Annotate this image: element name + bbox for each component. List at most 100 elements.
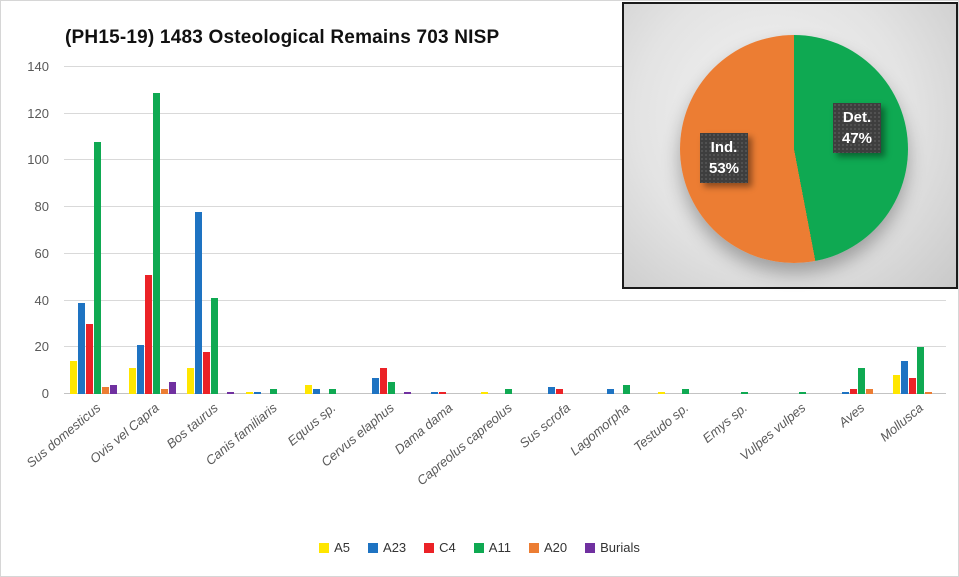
bar-A23-14 xyxy=(901,361,909,394)
y-tick-40: 40 xyxy=(34,292,49,308)
y-tick-20: 20 xyxy=(34,339,49,355)
bar-A11-1 xyxy=(152,93,160,394)
legend-marker-A11 xyxy=(473,542,484,553)
bar-A11-3 xyxy=(270,389,278,394)
gridline-0 xyxy=(64,393,946,394)
bar-A23-13 xyxy=(842,392,850,394)
x-label-14: Mollusca xyxy=(877,400,927,445)
bar-C4-5 xyxy=(379,368,387,394)
legend: A5 A23 C4 A11 A20 Burials xyxy=(1,540,958,555)
bar-A11-11 xyxy=(740,392,748,394)
x-label-11: Emys sp. xyxy=(699,400,750,446)
pie-label-ind-pct: 53% xyxy=(709,160,740,177)
bar-C4-2 xyxy=(203,352,211,394)
bar-group-3 xyxy=(240,67,299,394)
bar-A5-10 xyxy=(657,392,665,394)
gridline-140 xyxy=(64,66,946,67)
legend-label-A11: A11 xyxy=(488,540,511,555)
bar-A23-1 xyxy=(136,345,144,394)
x-label-2: Bos taurus xyxy=(163,400,221,452)
y-tick-0: 0 xyxy=(41,386,49,401)
bar-A23-9 xyxy=(607,389,615,394)
bar-Burials-5 xyxy=(403,392,411,394)
bar-A23-5 xyxy=(371,378,379,394)
y-tick-80: 80 xyxy=(34,199,49,215)
x-label-7: Capreolus capreolus xyxy=(413,400,515,489)
bar-A23-4 xyxy=(313,389,321,394)
legend-item-Burials: Burials xyxy=(585,540,640,555)
bar-A23-0 xyxy=(77,303,85,394)
x-label-1: Ovis vel Capra xyxy=(86,400,162,467)
bar-group-0 xyxy=(64,67,123,394)
x-label-9: Lagomorpha xyxy=(566,400,633,459)
bar-A20-1 xyxy=(160,389,168,394)
bar-A5-0 xyxy=(69,361,77,394)
bar-A23-6 xyxy=(430,392,438,394)
bar-A5-4 xyxy=(305,385,313,394)
bar-A23-8 xyxy=(548,387,556,394)
bar-C4-13 xyxy=(850,389,858,394)
bar-C4-1 xyxy=(144,275,152,394)
bar-C4-14 xyxy=(909,378,917,394)
bar-A11-10 xyxy=(681,389,689,394)
y-axis: 0 20 40 60 80 100 120 140 xyxy=(1,59,49,401)
x-label-8: Sus scrofa xyxy=(516,400,574,451)
legend-marker-A20 xyxy=(528,542,539,553)
bar-A23-2 xyxy=(195,212,203,394)
bar-A11-5 xyxy=(387,382,395,394)
bar-A23-3 xyxy=(254,392,262,394)
bar-C4-8 xyxy=(556,389,564,394)
gridline-40 xyxy=(64,299,946,301)
plot-area xyxy=(64,66,946,394)
gridline-100 xyxy=(64,159,946,161)
bar-A11-2 xyxy=(211,298,219,394)
bar-group-11 xyxy=(711,67,770,394)
legend-label-C4: C4 xyxy=(439,540,456,555)
pie-label-ind-name: Ind. xyxy=(710,139,738,156)
pie-inset-panel: Det. 47% Ind. 53% xyxy=(622,2,958,289)
bar-A20-0 xyxy=(101,387,109,394)
legend-marker-Burials xyxy=(585,542,596,553)
gridline-80 xyxy=(64,206,946,208)
bar-group-9 xyxy=(593,67,652,394)
gridline-60 xyxy=(64,252,946,254)
bar-Burials-0 xyxy=(109,385,117,394)
bar-A11-7 xyxy=(505,389,513,394)
bar-Burials-1 xyxy=(168,382,176,394)
bar-A5-2 xyxy=(187,368,195,394)
x-label-4: Equus sp. xyxy=(284,400,339,449)
x-label-0: Sus domesticus xyxy=(23,400,104,471)
pie-label-det: Det. 47% xyxy=(833,103,882,153)
bar-A11-14 xyxy=(917,347,925,394)
bar-A11-13 xyxy=(858,368,866,394)
bar-group-5 xyxy=(358,67,417,394)
y-tick-120: 120 xyxy=(27,105,49,121)
x-label-6: Dama dama xyxy=(391,400,456,458)
chart-title: (PH15-19) 1483 Osteological Remains 703 … xyxy=(65,27,500,48)
bar-group-14 xyxy=(887,67,946,394)
y-tick-100: 100 xyxy=(27,152,49,168)
legend-marker-A23 xyxy=(368,542,379,553)
legend-label-A23: A23 xyxy=(383,540,407,555)
bar-group-4 xyxy=(299,67,358,394)
pie-label-ind: Ind. 53% xyxy=(700,133,749,183)
pie-label-det-pct: 47% xyxy=(842,130,873,147)
legend-label-A5: A5 xyxy=(334,540,351,555)
x-label-5: Cervus elaphus xyxy=(318,400,398,470)
legend-item-A23: A23 xyxy=(368,540,406,555)
legend-label-Burials: Burials xyxy=(600,540,640,555)
gridline-20 xyxy=(64,346,946,348)
legend-item-A20: A20 xyxy=(528,540,567,555)
bar-group-13 xyxy=(828,67,887,394)
y-tick-140: 140 xyxy=(27,59,49,74)
legend-marker-A5 xyxy=(319,542,330,553)
pie-label-det-name: Det. xyxy=(842,109,872,126)
bar-group-2 xyxy=(182,67,241,394)
bar-group-7 xyxy=(476,67,535,394)
x-label-10: Testudo sp. xyxy=(630,400,692,455)
x-label-3: Canis familiaris xyxy=(202,400,280,469)
legend-item-A11: A11 xyxy=(473,540,511,555)
legend-marker-C4 xyxy=(424,542,435,553)
bar-A5-14 xyxy=(893,375,901,394)
